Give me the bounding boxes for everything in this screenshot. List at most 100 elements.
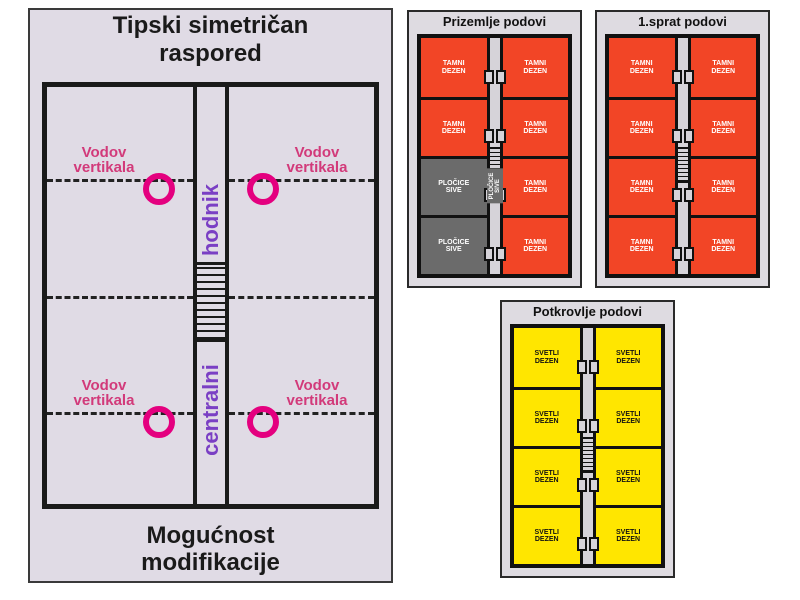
room-label: TAMNIDEZEN xyxy=(709,237,737,256)
door-icon xyxy=(589,419,599,433)
room: TAMNIDEZEN xyxy=(609,156,675,215)
door-icon xyxy=(684,188,694,202)
corridor-label: PLOČICESIVE xyxy=(487,168,503,203)
room-label: TAMNIDEZEN xyxy=(521,58,549,77)
room-label: TAMNIDEZEN xyxy=(628,237,656,256)
main-subtitle: Mogućnostmodifikacije xyxy=(30,522,391,577)
room-label: TAMNIDEZEN xyxy=(440,58,468,77)
main-title: Tipski simetričanraspored xyxy=(30,12,391,67)
floorplan-half-left: TAMNIDEZEN TAMNIDEZEN TAMNIDEZEN TAMNIDEZEN xyxy=(609,38,675,274)
vodov-vertikala-label: Vodovvertikala xyxy=(59,145,149,175)
room: SVETLIDEZEN xyxy=(514,446,580,505)
room-label: SVETLIDEZEN xyxy=(614,409,643,428)
room: TAMNIDEZEN xyxy=(691,156,757,215)
room: TAMNIDEZEN xyxy=(503,156,569,215)
floorplan-title: 1.sprat podovi xyxy=(597,14,768,29)
room-label: TAMNIDEZEN xyxy=(628,119,656,138)
room-label: TAMNIDEZEN xyxy=(521,119,549,138)
door-icon xyxy=(684,70,694,84)
floorplan-title: Potkrovlje podovi xyxy=(502,304,673,319)
door-icon xyxy=(684,247,694,261)
pipe-marker-icon xyxy=(247,173,279,205)
door-icon xyxy=(484,129,494,143)
room: TAMNIDEZEN xyxy=(421,97,487,156)
room-label: PLOČICESIVE xyxy=(436,178,471,197)
pipe-marker-icon xyxy=(143,406,175,438)
room: TAMNIDEZEN xyxy=(421,38,487,97)
room-label: TAMNIDEZEN xyxy=(440,119,468,138)
floorplan-half-right: TAMNIDEZEN TAMNIDEZEN TAMNIDEZEN TAMNIDEZEN xyxy=(691,38,757,274)
door-icon xyxy=(589,478,599,492)
stairs-icon xyxy=(580,437,596,473)
pipe-marker-icon xyxy=(143,173,175,205)
floorplan-half-right: SVETLIDEZEN SVETLIDEZEN SVETLIDEZEN SVETLID… xyxy=(596,328,662,564)
room-label: SVETLIDEZEN xyxy=(614,468,643,487)
room: TAMNIDEZEN xyxy=(691,215,757,274)
door-icon xyxy=(672,70,682,84)
room-label: TAMNIDEZEN xyxy=(709,119,737,138)
room-label: SVETLIDEZEN xyxy=(614,348,643,367)
room-label: SVETLIDEZEN xyxy=(532,527,561,546)
door-icon xyxy=(672,188,682,202)
door-icon xyxy=(672,129,682,143)
room: SVETLIDEZEN xyxy=(514,328,580,387)
vodov-vertikala-label: Vodovvertikala xyxy=(272,378,362,408)
vodov-vertikala-label: Vodovvertikala xyxy=(59,378,149,408)
floorplan-title: Prizemlje podovi xyxy=(409,14,580,29)
floorplan-frame: SVETLIDEZEN SVETLIDEZEN SVETLIDEZEN SVETLID… xyxy=(510,324,665,568)
main-panel: Tipski simetričanraspored Mogućnostmodifi… xyxy=(28,8,393,583)
door-icon xyxy=(684,129,694,143)
room: TAMNIDEZEN xyxy=(503,97,569,156)
floorplan-mini: 1.sprat podoviTAMNIDEZENTAMNIDEZENTAMNID… xyxy=(595,10,770,288)
room-label: TAMNIDEZEN xyxy=(709,178,737,197)
divider-dashed xyxy=(229,296,375,299)
room: PLOČICESIVE xyxy=(421,215,487,274)
room: SVETLIDEZEN xyxy=(514,505,580,564)
room-label: SVETLIDEZEN xyxy=(532,348,561,367)
room: TAMNIDEZEN xyxy=(691,38,757,97)
stairs-icon xyxy=(193,262,229,342)
door-icon xyxy=(484,70,494,84)
floorplan-mini: Prizemlje podoviPLOČICESIVETAMNIDEZENTAM… xyxy=(407,10,582,288)
divider-dashed xyxy=(47,296,193,299)
room: TAMNIDEZEN xyxy=(691,97,757,156)
room-label: TAMNIDEZEN xyxy=(521,178,549,197)
room: TAMNIDEZEN xyxy=(503,215,569,274)
room: TAMNIDEZEN xyxy=(609,38,675,97)
floorplan-half-right: TAMNIDEZEN TAMNIDEZEN TAMNIDEZEN TAMNIDEZEN xyxy=(503,38,569,274)
room: TAMNIDEZEN xyxy=(503,38,569,97)
room: TAMNIDEZEN xyxy=(609,97,675,156)
door-icon xyxy=(589,360,599,374)
room: SVETLIDEZEN xyxy=(514,387,580,446)
floorplan-mini: Potkrovlje podoviSVETLIDEZENSVETLIDEZENS… xyxy=(500,300,675,578)
vodov-vertikala-label: Vodovvertikala xyxy=(272,145,362,175)
door-icon xyxy=(577,478,587,492)
door-icon xyxy=(577,360,587,374)
floorplan-half-left: SVETLIDEZEN SVETLIDEZEN SVETLIDEZEN SVETLID… xyxy=(514,328,580,564)
door-icon xyxy=(577,419,587,433)
room: SVETLIDEZEN xyxy=(596,446,662,505)
main-floorplan-frame: hodnik centralni Vodovvertikala Vodovvertik… xyxy=(42,82,379,509)
room-label: SVETLIDEZEN xyxy=(614,527,643,546)
room-label: TAMNIDEZEN xyxy=(628,58,656,77)
room: SVETLIDEZEN xyxy=(596,387,662,446)
door-icon xyxy=(589,537,599,551)
floorplan-half-left: TAMNIDEZEN TAMNIDEZEN PLOČICESIVE PLOČICESI… xyxy=(421,38,487,274)
room: PLOČICESIVE xyxy=(421,156,487,215)
room-label: PLOČICESIVE xyxy=(436,237,471,256)
room-label: TAMNIDEZEN xyxy=(709,58,737,77)
pipe-marker-icon xyxy=(247,406,279,438)
hodnik-label: hodnik xyxy=(198,184,224,256)
room-label: TAMNIDEZEN xyxy=(521,237,549,256)
room-label: TAMNIDEZEN xyxy=(628,178,656,197)
door-icon xyxy=(672,247,682,261)
floorplan-frame: TAMNIDEZENTAMNIDEZENTAMNIDEZENTAMNIDEZEN… xyxy=(605,34,760,278)
stairs-icon xyxy=(675,147,691,183)
centralni-label: centralni xyxy=(198,364,224,456)
room: SVETLIDEZEN xyxy=(596,505,662,564)
floorplan-frame: PLOČICESIVE TAMNIDEZEN TAMNIDEZEN PLOČICESI… xyxy=(417,34,572,278)
room: SVETLIDEZEN xyxy=(596,328,662,387)
door-icon xyxy=(496,70,506,84)
door-icon xyxy=(496,247,506,261)
room-label: SVETLIDEZEN xyxy=(532,409,561,428)
